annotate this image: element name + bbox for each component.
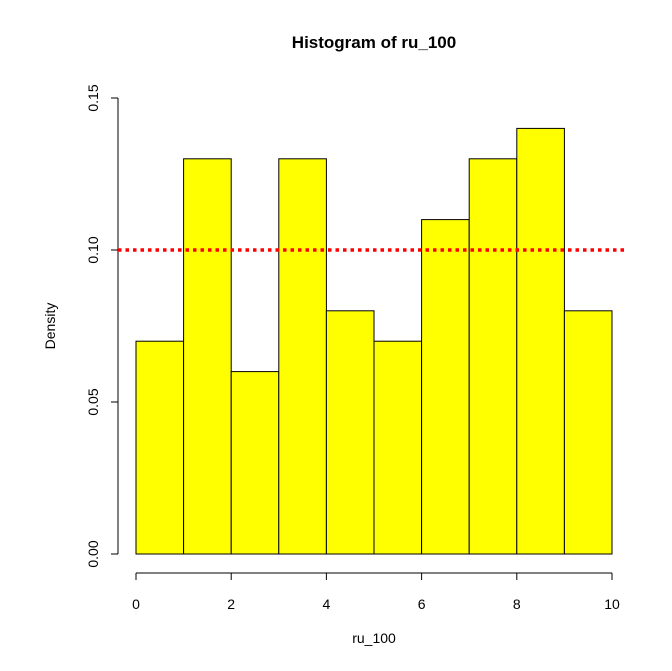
- x-tick-label: 6: [418, 596, 426, 612]
- histogram-bar: [230, 371, 280, 555]
- histogram-bar: [468, 158, 518, 555]
- x-tick-label: 0: [132, 596, 140, 612]
- histogram-bar: [135, 340, 185, 555]
- y-axis: 0.00 0.05 0.10 0.15: [85, 84, 119, 568]
- histogram-bar: [563, 310, 613, 555]
- chart-title: Histogram of ru_100: [292, 33, 456, 52]
- histogram-bar: [325, 310, 375, 555]
- x-axis-label: ru_100: [352, 630, 396, 646]
- bars-group: [135, 127, 613, 555]
- y-tick-label: 0.10: [85, 236, 101, 263]
- x-tick-label: 8: [513, 596, 521, 612]
- x-axis: 0 2 4 6 8 10: [132, 572, 620, 612]
- x-tick-label: 2: [227, 596, 235, 612]
- x-tick-label: 10: [604, 596, 620, 612]
- x-tick-label: 4: [323, 596, 331, 612]
- y-tick-label: 0.15: [85, 84, 101, 111]
- histogram-bar: [421, 219, 470, 555]
- y-axis-label: Density: [42, 303, 58, 350]
- histogram-bar: [278, 158, 327, 555]
- histogram-bar: [373, 340, 423, 555]
- y-tick-label: 0.05: [85, 388, 101, 415]
- histogram-bar: [183, 158, 232, 555]
- y-tick-label: 0.00: [85, 540, 101, 567]
- histogram-bar: [516, 127, 565, 555]
